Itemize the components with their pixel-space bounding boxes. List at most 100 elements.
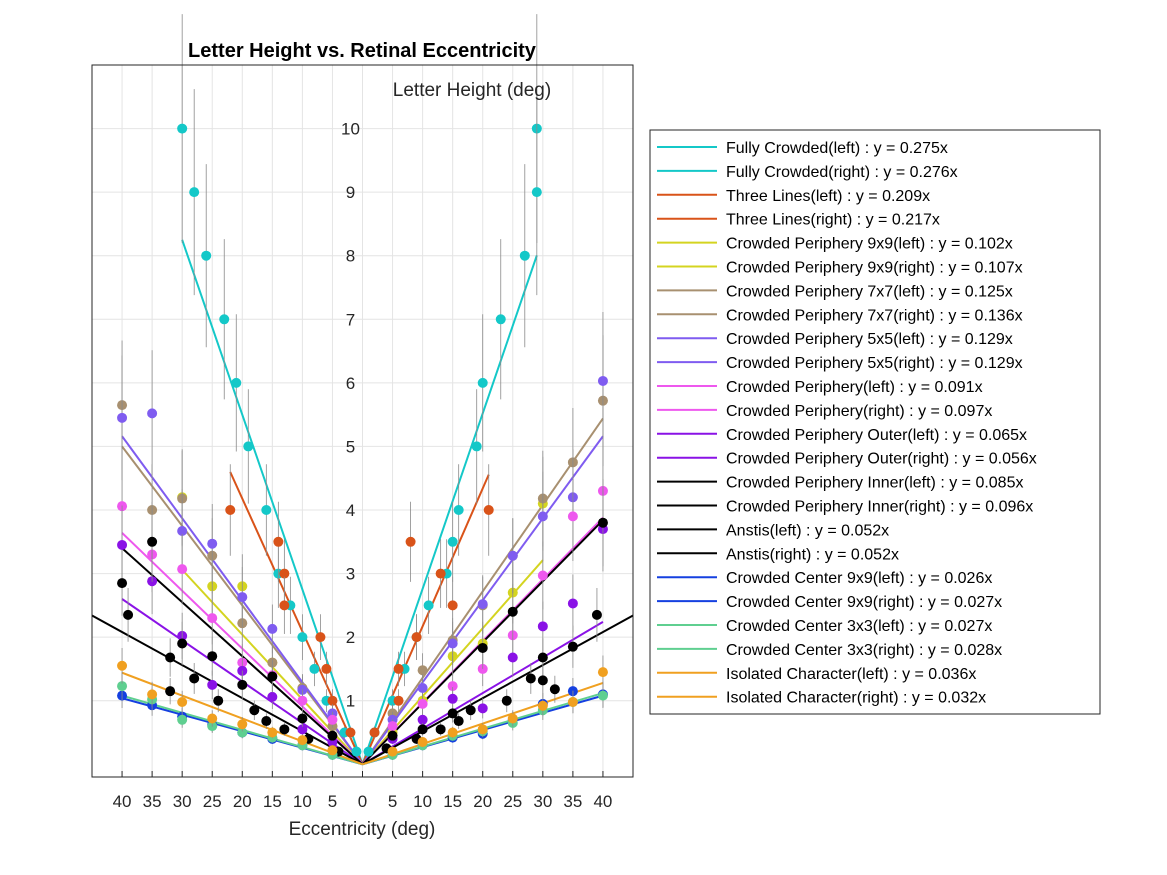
data-point [297,713,308,724]
data-point [525,673,536,684]
legend-entry-23: Isolated Character(left) : y = 0.036x [726,666,976,683]
fit-line-17 [91,614,363,766]
data-point [567,598,578,609]
data-point [189,187,200,198]
data-point [507,550,518,561]
data-point [567,641,578,652]
x-tick-label: 15 [263,792,282,811]
data-point [519,250,530,261]
data-point [279,568,290,579]
data-point [597,517,608,528]
data-point [219,314,230,325]
data-point [447,727,458,738]
data-point [435,568,446,579]
series-9-points [117,350,338,723]
y-tick-label: 3 [346,565,355,584]
data-point [537,675,548,686]
data-point [417,737,428,748]
data-point [591,609,602,620]
data-point [393,695,404,706]
x-tick-label: 15 [443,792,462,811]
legend-entry-3: Three Lines(left) : y = 0.209x [726,188,930,205]
legend-entry-16: Crowded Periphery Inner(right) : y = 0.0… [726,499,1033,516]
legend-entry-21: Crowded Center 3x3(left) : y = 0.027x [726,618,992,635]
y-tick-label: 8 [346,247,355,266]
data-point [327,730,338,741]
data-point [249,705,260,716]
series-4-points [369,464,494,739]
legend-entry-14: Crowded Periphery Outer(right) : y = 0.0… [726,451,1037,468]
data-point [117,681,128,692]
data-point [453,505,464,515]
data-point [465,705,476,716]
data-point [549,684,560,695]
data-point [537,570,548,581]
legend-entry-19: Crowded Center 9x9(left) : y = 0.026x [726,570,992,587]
legend-entry-6: Crowded Periphery 9x9(right) : y = 0.107… [726,260,1023,277]
data-point [417,665,428,676]
grid-lines [92,65,633,777]
data-point [471,441,482,452]
legend-entry-9: Crowded Periphery 5x5(left) : y = 0.129x [726,331,1013,348]
fit-line-18 [362,614,634,766]
legend-entry-15: Crowded Periphery Inner(left) : y = 0.08… [726,475,1023,492]
data-point [327,745,338,756]
data-point [453,716,464,727]
data-point [537,652,548,663]
fit-line-1 [181,239,364,765]
data-point [147,689,158,700]
legend-entry-12: Crowded Periphery(right) : y = 0.097x [726,403,992,420]
data-point [177,638,188,649]
x-tick-label: 0 [358,792,367,811]
data-point [393,663,404,674]
x-tick-label: 40 [113,792,132,811]
data-point [207,679,218,690]
legend-entry-17: Anstis(left) : y = 0.052x [726,522,889,539]
data-point [447,600,458,611]
data-point [237,592,248,603]
y-tick-label: 4 [346,501,355,520]
data-point [165,652,176,663]
data-point [387,730,398,741]
data-point [423,600,434,611]
x-tick-label: 20 [473,792,492,811]
fit-line-2 [361,255,538,765]
data-point [507,606,518,617]
data-point [117,578,128,589]
legend-entry-7: Crowded Periphery 7x7(left) : y = 0.125x [726,283,1013,300]
series-21-points [117,672,338,760]
data-point [147,408,158,419]
data-point [315,632,326,643]
data-point [231,377,242,388]
data-point [477,599,488,610]
legend-entry-18: Anstis(right) : y = 0.052x [726,546,899,563]
data-point [507,713,518,724]
data-point [123,609,134,620]
data-point [147,536,158,547]
series-10-points [387,311,608,728]
legend-entry-4: Three Lines(right) : y = 0.217x [726,212,940,229]
data-point [447,638,458,649]
fit-line-14 [361,621,604,766]
data-point [165,686,176,697]
data-point [417,714,428,725]
data-point [597,667,608,678]
series-1-points [177,14,362,757]
x-tick-label: 30 [173,792,192,811]
legend-entry-10: Crowded Periphery 5x5(right) : y = 0.129… [726,355,1023,372]
data-point [369,727,380,738]
series-7-points [117,340,338,734]
data-point [387,721,398,732]
y-tick-label: 6 [346,374,355,393]
legend-entry-2: Fully Crowded(right) : y = 0.276x [726,164,958,181]
x-axis-label: Eccentricity (deg) [289,819,436,840]
y-tick-label: 2 [346,628,355,647]
data-point [537,511,548,522]
data-point [501,695,512,706]
data-point [531,187,542,198]
data-point [273,536,284,547]
x-tick-label: 35 [563,792,582,811]
data-point [363,746,374,757]
data-point [261,716,272,727]
